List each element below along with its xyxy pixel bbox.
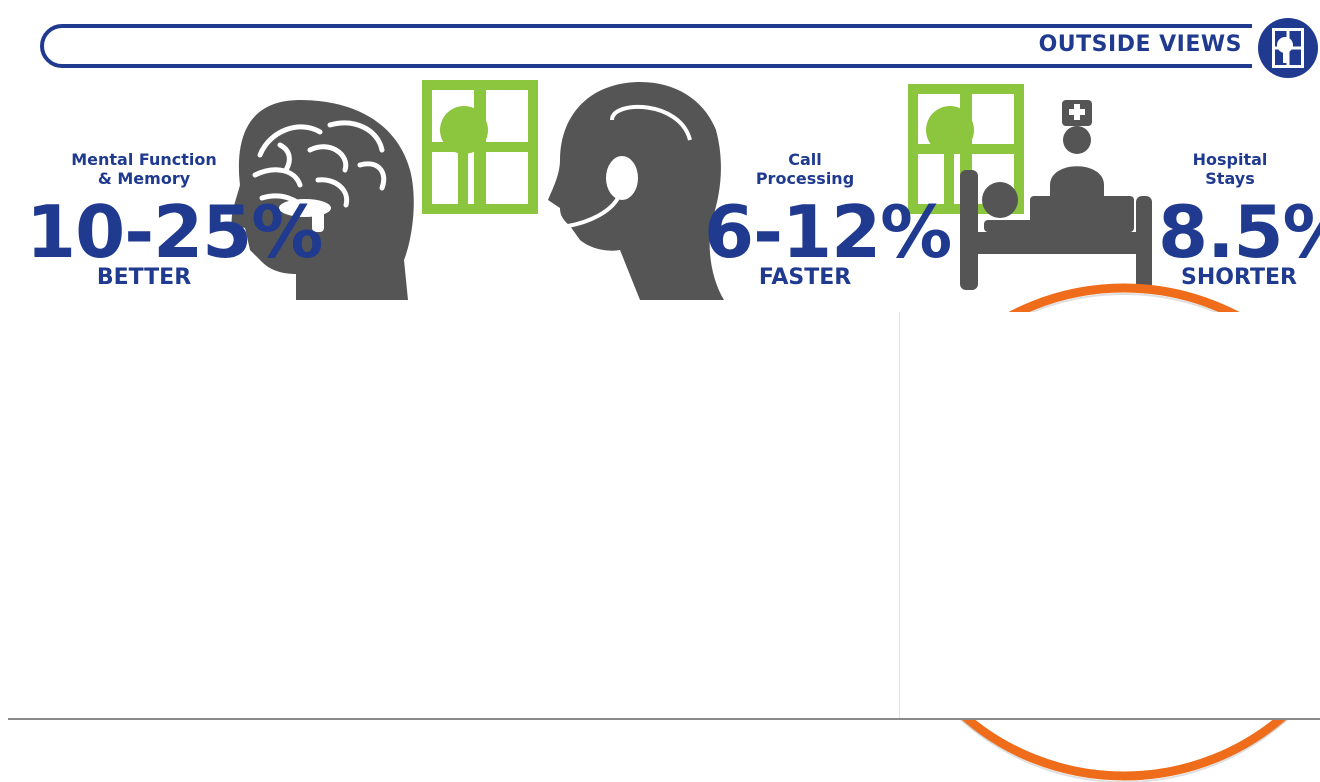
brain-head-icon	[231, 100, 414, 300]
blank-overlay-panel	[8, 312, 1320, 718]
hospital-bed-icon	[960, 100, 1152, 290]
stat-value-1: 10-25%	[26, 190, 323, 274]
stat-value-3: 8.5%	[1158, 190, 1320, 274]
stat-label-3-line2: Stays	[1205, 169, 1255, 188]
headset-head-icon	[548, 82, 724, 300]
stat-label-2: Call Processing	[730, 150, 880, 188]
overlay-divider	[899, 312, 900, 718]
window-badge-icon	[1252, 8, 1320, 92]
stat-label-2-line1: Call	[788, 150, 822, 169]
stat-label-3-line1: Hospital	[1192, 150, 1268, 169]
stat-caption-3: SHORTER	[1181, 265, 1297, 290]
stat-label-3: Hospital Stays	[1160, 150, 1300, 188]
stat-caption-2: FASTER	[758, 265, 852, 290]
header-title: OUTSIDE VIEWS	[1038, 32, 1242, 57]
stat-label-1-line2: & Memory	[97, 169, 191, 188]
stat-caption-1: BETTER	[96, 265, 192, 290]
stat-label-2-line2: Processing	[755, 169, 855, 188]
green-window-icon-1	[422, 80, 538, 214]
stat-label-1-line1: Mental Function	[71, 150, 217, 169]
stat-value-2: 6-12%	[704, 190, 952, 274]
stat-label-1: Mental Function & Memory	[54, 150, 234, 188]
